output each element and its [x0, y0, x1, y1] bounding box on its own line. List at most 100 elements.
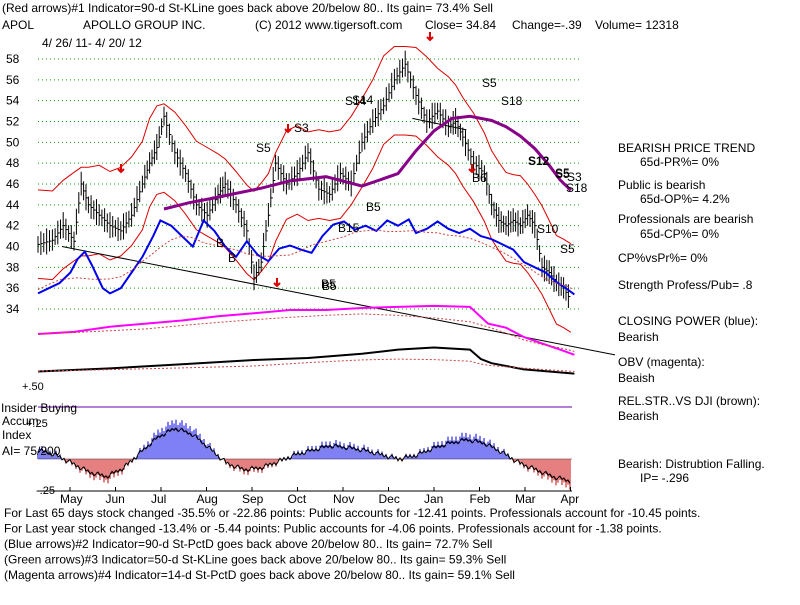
signal-label-s14: S14: [345, 94, 367, 108]
right-cp: 65d-CP%= 0%: [640, 227, 719, 241]
copyright-label: (C) 2012 www.tigersoft.com: [255, 18, 402, 32]
right-relstr-value: Bearish: [618, 409, 659, 423]
signal-label-s3: S3: [294, 121, 309, 135]
closing-power-line: [37, 218, 575, 296]
month-label-jan: Jan: [424, 492, 443, 506]
signal-label-s18: S18: [501, 94, 523, 108]
right-strength: Strength Profess/Pub= .8: [618, 278, 753, 292]
footer-line-1: For Last 65 days stock changed -35.5% or…: [4, 506, 700, 520]
accum-ma-line: [37, 426, 571, 484]
ytick-label-52: 52: [6, 115, 20, 129]
relstr-line-ma: [37, 358, 575, 372]
right-public: Public is bearish: [618, 178, 705, 192]
right-obv-title: OBV (magenta):: [618, 355, 705, 369]
signal-label-s10: S10: [537, 222, 559, 236]
ytick-label-48: 48: [6, 156, 20, 170]
signal-label-s12: S12: [528, 154, 550, 168]
signal-label-s5: S5: [555, 166, 570, 180]
footer-line-4: (Green arrows)#3 Indicator=50-d St-KLine…: [4, 553, 506, 567]
ytick-label-44: 44: [6, 198, 20, 212]
indicator-lines: [37, 114, 575, 375]
footer-text: For Last 65 days stock changed -35.5% or…: [4, 506, 700, 582]
signal-label-b15: B15: [338, 221, 360, 235]
footer-line-2: For Last year stock changed -13.4% or -5…: [4, 522, 662, 536]
change-label: Change=-.39: [512, 18, 582, 32]
ytick-label-46: 46: [6, 177, 20, 191]
signal-label-b6: B6: [472, 171, 487, 185]
ytick-label-58: 58: [6, 52, 20, 66]
closing-power-line-ma: [37, 229, 575, 291]
month-label-nov: Nov: [333, 492, 354, 506]
red-arrow: [284, 124, 292, 134]
month-label-oct: Oct: [288, 492, 307, 506]
right-obv-value: Beaish: [618, 371, 655, 385]
price-y-axis: 58 56 54 52 50 48 46 44 42 40 38 36 34: [6, 52, 20, 316]
accum-label: Index: [2, 428, 31, 442]
red-arrow: [468, 164, 476, 174]
minus25-label: -.25: [36, 485, 55, 497]
month-label-apr: Apr: [561, 492, 580, 506]
relstr-line: [37, 346, 575, 375]
close-label: Close= 34.84: [425, 18, 496, 32]
red-arrow: [273, 278, 281, 288]
signal-label-s5: S5: [560, 242, 575, 256]
ticker-label: APOL: [2, 18, 34, 32]
signal-label-b: B: [216, 236, 224, 250]
price-bars: [37, 50, 571, 308]
signal-labels: S14S5S3S5S14S5S12S18S5S3S10S18S5B5B5B6B1…: [117, 32, 588, 293]
accum-value-label: AI= 75/200: [2, 444, 61, 458]
ytick-label-34: 34: [6, 302, 20, 316]
support-trendline: [61, 246, 616, 356]
month-label-feb: Feb: [470, 492, 491, 506]
right-op: 65d-OP%= 4.2%: [640, 192, 730, 206]
ytick-label-40: 40: [6, 240, 20, 254]
right-relstr-title: REL.STR..VS DJI (brown):: [618, 394, 760, 408]
month-axis: May Jun Jul Aug Sep Oct Nov Dec Jan Feb Mar Apr: [38, 487, 579, 506]
month-label-may: May: [60, 492, 83, 506]
ytick-label-38: 38: [6, 260, 20, 274]
signal-label-b: B: [228, 251, 236, 265]
plus50-label: +.50: [22, 381, 44, 393]
signal-label-s3: S3: [567, 170, 582, 184]
obv-line: [37, 304, 575, 356]
month-label-dec: Dec: [379, 492, 400, 506]
month-label-jul: Jul: [151, 492, 166, 506]
ytick-label-56: 56: [6, 73, 20, 87]
signal-label-b5: B5: [366, 200, 381, 214]
right-closing-power-title: CLOSING POWER (blue):: [618, 314, 758, 328]
month-label-aug: Aug: [197, 492, 218, 506]
upper-band: [37, 46, 572, 245]
price-gridlines: [38, 58, 580, 310]
volume-label: Volume= 12318: [595, 18, 679, 32]
date-range-label: 4/ 26/ 11- 4/ 20/ 12: [42, 36, 142, 50]
month-label-mar: Mar: [515, 492, 536, 506]
ytick-label-36: 36: [6, 281, 20, 295]
right-trend-title: BEARISH PRICE TREND: [618, 141, 755, 155]
right-cpvspr: CP%vsPr%= 0%: [618, 251, 708, 265]
ytick-label-54: 54: [6, 94, 20, 108]
red-arrow: [426, 32, 434, 42]
ytick-label-42: 42: [6, 219, 20, 233]
company-label: APOLLO GROUP INC.: [83, 18, 205, 32]
right-pr: 65d-PR%= 0%: [640, 155, 719, 169]
signal-label-s14: S14: [352, 93, 374, 107]
right-distribution: Bearish: Distrubtion Falling.: [618, 457, 765, 471]
signal-label-b5: B5: [322, 279, 337, 293]
moving-average-line: [163, 114, 572, 211]
red-arrow: [117, 164, 125, 174]
ytick-label-50: 50: [6, 135, 20, 149]
signal-label-s5: S5: [555, 167, 570, 181]
header-top-line: (Red arrows)#1 Indicator=90-d St-KLine g…: [2, 1, 493, 15]
signal-label-s5: S5: [482, 76, 497, 90]
obv-line-ma: [37, 313, 575, 352]
right-professionals: Professionals are bearish: [618, 212, 753, 226]
lower-band: [37, 134, 572, 333]
signal-label-b5: B5: [321, 277, 336, 291]
right-closing-power-value: Bearish: [618, 330, 659, 344]
accum-label: Accum: [2, 414, 39, 428]
right-ip: IP= -.296: [640, 471, 689, 485]
insider-buying-label: Insider Buying: [1, 401, 77, 415]
